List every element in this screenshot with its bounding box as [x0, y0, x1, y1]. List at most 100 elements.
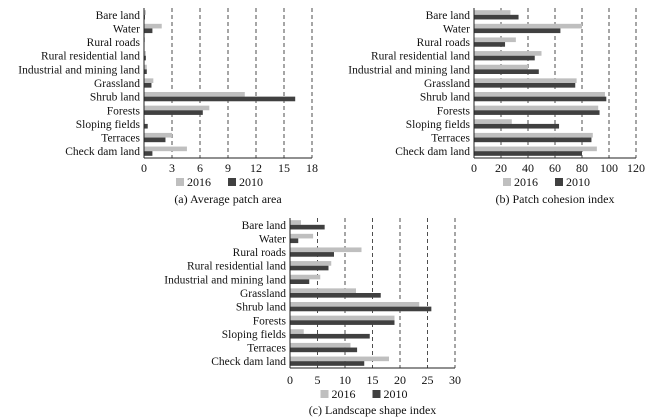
category-label: Bare land	[426, 10, 471, 22]
bar-2010	[144, 110, 203, 115]
bar-2016	[474, 10, 511, 15]
x-tick-label: 20	[495, 161, 507, 175]
category-label: Shrub land	[90, 92, 140, 104]
category-label: Rural residential land	[187, 261, 286, 273]
bar-2010	[144, 137, 166, 143]
x-tick-label: 9	[225, 161, 231, 175]
bar-2016	[144, 78, 154, 83]
bar-2010	[290, 361, 365, 366]
bar-2016	[474, 78, 577, 83]
bar-2010	[290, 279, 310, 284]
x-tick-label: 5	[315, 373, 321, 387]
legend-label-2010: 2010	[384, 387, 408, 401]
bar-2016	[144, 64, 147, 70]
category-label: Grassland	[94, 78, 140, 90]
legend-swatch-2016	[503, 178, 511, 186]
bar-2016	[474, 105, 599, 111]
bar-2016	[290, 233, 314, 239]
bar-2016	[474, 23, 582, 29]
bar-2016	[474, 146, 597, 152]
legend-label-2010: 2010	[239, 175, 263, 189]
bar-2010	[474, 96, 607, 102]
bar-2010	[144, 123, 148, 129]
x-tick-label: 60	[549, 161, 561, 175]
category-label: Check dam land	[395, 146, 470, 158]
category-label: Rural residential land	[41, 51, 140, 63]
bar-2010	[144, 83, 152, 88]
bar-2016	[474, 64, 528, 70]
bar-2016	[474, 37, 516, 43]
category-label: Terraces	[247, 343, 286, 355]
chart-caption: (c) Landscape shape index	[309, 403, 437, 417]
bar-2010	[290, 265, 329, 271]
bar-2010	[290, 347, 358, 353]
x-tick-label: 30	[449, 373, 461, 387]
x-tick-label: 10	[339, 373, 351, 387]
category-label: Grassland	[424, 78, 470, 90]
category-label: Terraces	[101, 133, 140, 145]
category-label: Bare land	[96, 10, 141, 22]
bar-2010	[474, 151, 582, 156]
bar-2016	[290, 329, 304, 334]
bar-2010	[474, 123, 560, 129]
chart-caption: (a) Average patch area	[174, 192, 282, 206]
legend-swatch-2010	[372, 390, 381, 398]
bar-2016	[290, 288, 356, 293]
bar-2016	[474, 132, 593, 138]
bar-2010	[290, 293, 381, 298]
x-tick-label: 0	[471, 161, 477, 175]
x-tick-label: 80	[576, 161, 588, 175]
legend-label-2016: 2016	[187, 175, 211, 189]
bar-2016	[290, 315, 395, 321]
bar-2016	[290, 247, 362, 253]
legend-swatch-2010	[228, 178, 236, 186]
category-label: Terraces	[431, 133, 470, 145]
bar-2016	[290, 261, 332, 266]
x-tick-label: 15	[278, 161, 290, 175]
bar-2010	[144, 69, 147, 74]
category-label: Industrial and mining land	[164, 274, 286, 286]
bar-2010	[144, 28, 153, 34]
x-tick-label: 3	[169, 161, 175, 175]
legend-swatch-2010	[555, 178, 563, 186]
x-tick-label: 120	[627, 161, 645, 175]
legend-label-2016: 2016	[332, 387, 356, 401]
legend-swatch-2016	[320, 390, 329, 398]
x-tick-label: 0	[141, 161, 147, 175]
category-label: Check dam land	[65, 146, 140, 158]
bar-2016	[474, 119, 512, 124]
category-label: Grassland	[240, 288, 286, 300]
x-tick-label: 6	[197, 161, 203, 175]
category-label: Water	[113, 23, 140, 35]
bar-2010	[474, 14, 519, 20]
bar-2010	[290, 306, 432, 312]
category-label: Check dam land	[211, 356, 286, 368]
bar-2016	[290, 274, 321, 280]
category-label: Bare land	[242, 220, 287, 232]
legend-label-2016: 2016	[514, 175, 538, 189]
bar-2010	[474, 42, 506, 47]
x-tick-label: 15	[367, 373, 379, 387]
bar-2010	[144, 151, 153, 156]
category-label: Industrial and mining land	[348, 64, 470, 76]
x-tick-label: 25	[422, 373, 434, 387]
category-label: Rural roads	[417, 37, 471, 49]
category-label: Sloping fields	[76, 119, 141, 131]
x-tick-label: 18	[306, 161, 318, 175]
bar-2010	[474, 69, 539, 74]
bar-2010	[144, 55, 146, 61]
bar-2016	[290, 342, 351, 348]
bar-2016	[144, 10, 146, 15]
bar-2016	[474, 51, 542, 56]
category-label: Sloping fields	[406, 119, 471, 131]
bar-2016	[290, 356, 389, 362]
category-label: Water	[259, 233, 286, 245]
x-tick-label: 12	[250, 161, 262, 175]
bar-2016	[144, 146, 187, 152]
x-tick-label: 0	[287, 373, 293, 387]
chart-caption: (b) Patch cohesion index	[496, 192, 615, 206]
